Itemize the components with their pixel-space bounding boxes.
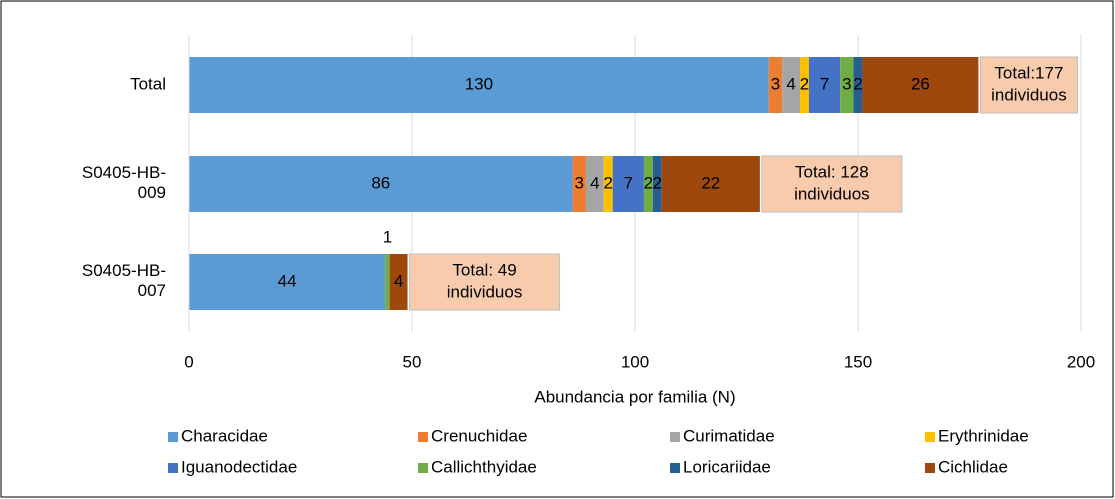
y-tick-label: S0405-HB- 007 [82, 261, 166, 300]
bar-segment [808, 57, 841, 113]
total-box [409, 253, 561, 311]
total-box [979, 56, 1078, 114]
data-label: 2 [800, 74, 809, 93]
bar-segment [643, 156, 653, 212]
bar-segment [768, 57, 783, 113]
legend-label: Loricariidae [683, 457, 771, 476]
x-tick-label: 100 [621, 352, 649, 371]
data-label: 86 [371, 173, 390, 192]
y-tick-label: Total [130, 74, 166, 93]
total-label: Total: 49 [452, 260, 516, 279]
legend-swatch [925, 432, 935, 442]
bar-segment [800, 57, 809, 113]
legend-label: Erythrinidae [938, 426, 1029, 445]
data-label: 22 [701, 173, 720, 192]
x-tick-label: 50 [403, 352, 422, 371]
data-label: 4 [394, 271, 403, 290]
bar-segment [385, 254, 390, 310]
data-label: 2 [644, 173, 653, 192]
data-label: 7 [820, 74, 829, 93]
bar-segment [189, 57, 769, 113]
legend-swatch [418, 432, 428, 442]
bar-segment [661, 156, 760, 212]
x-axis-title: Abundancia por familia (N) [534, 387, 735, 406]
y-tick-label-line: S0405-HB- [82, 261, 166, 280]
data-label: 3 [842, 74, 851, 93]
legend-label: Cichlidae [938, 457, 1008, 476]
legend-swatch [168, 432, 178, 442]
bar-segment [585, 156, 604, 212]
legend-label: Callichthyidae [431, 457, 537, 476]
data-label: 1 [383, 227, 392, 246]
legend-label: Curimatidae [683, 426, 775, 445]
total-label: individuos [447, 282, 523, 301]
x-tick-label: 200 [1067, 352, 1095, 371]
data-label: 3 [771, 74, 780, 93]
data-label: 2 [653, 173, 662, 192]
total-label: Total: 128 [795, 162, 869, 181]
legend-swatch [670, 432, 680, 442]
total-box [761, 155, 903, 213]
y-tick-label-line: 009 [138, 184, 166, 203]
x-tick-label: 0 [184, 352, 193, 371]
legend-label: Crenuchidae [431, 426, 527, 445]
bar-segment [782, 57, 801, 113]
data-label: 3 [575, 173, 584, 192]
bar-segment [389, 254, 408, 310]
data-label: 44 [278, 271, 297, 290]
y-tick-label-line: 007 [138, 282, 166, 301]
legend-label: Iguanodectidae [181, 457, 297, 476]
bar-segment [603, 156, 613, 212]
data-label: 4 [786, 74, 795, 93]
total-label: individuos [794, 184, 870, 203]
x-tick-label: 150 [844, 352, 872, 371]
data-label: 26 [911, 74, 930, 93]
legend-swatch [670, 463, 680, 473]
legend-swatch [168, 463, 178, 473]
bar-segment [189, 254, 386, 310]
data-label: 2 [853, 74, 862, 93]
bar-segment [840, 57, 854, 113]
legend-label: Characidae [181, 426, 268, 445]
data-label: 130 [465, 74, 493, 93]
bar-segment [612, 156, 644, 212]
data-label: 7 [624, 173, 633, 192]
data-label: 4 [590, 173, 599, 192]
y-tick-label-line: S0405-HB- [82, 163, 166, 182]
bar-segment [853, 57, 863, 113]
bar-segment [862, 57, 979, 113]
bar-segment [572, 156, 586, 212]
total-label: Total:177 [994, 63, 1063, 82]
total-label: individuos [991, 85, 1067, 104]
data-label: 2 [604, 173, 613, 192]
legend-swatch [418, 463, 428, 473]
y-tick-label: S0405-HB- 009 [82, 163, 166, 202]
bar-segment [189, 156, 573, 212]
bar-segment [652, 156, 662, 212]
legend-swatch [925, 463, 935, 473]
